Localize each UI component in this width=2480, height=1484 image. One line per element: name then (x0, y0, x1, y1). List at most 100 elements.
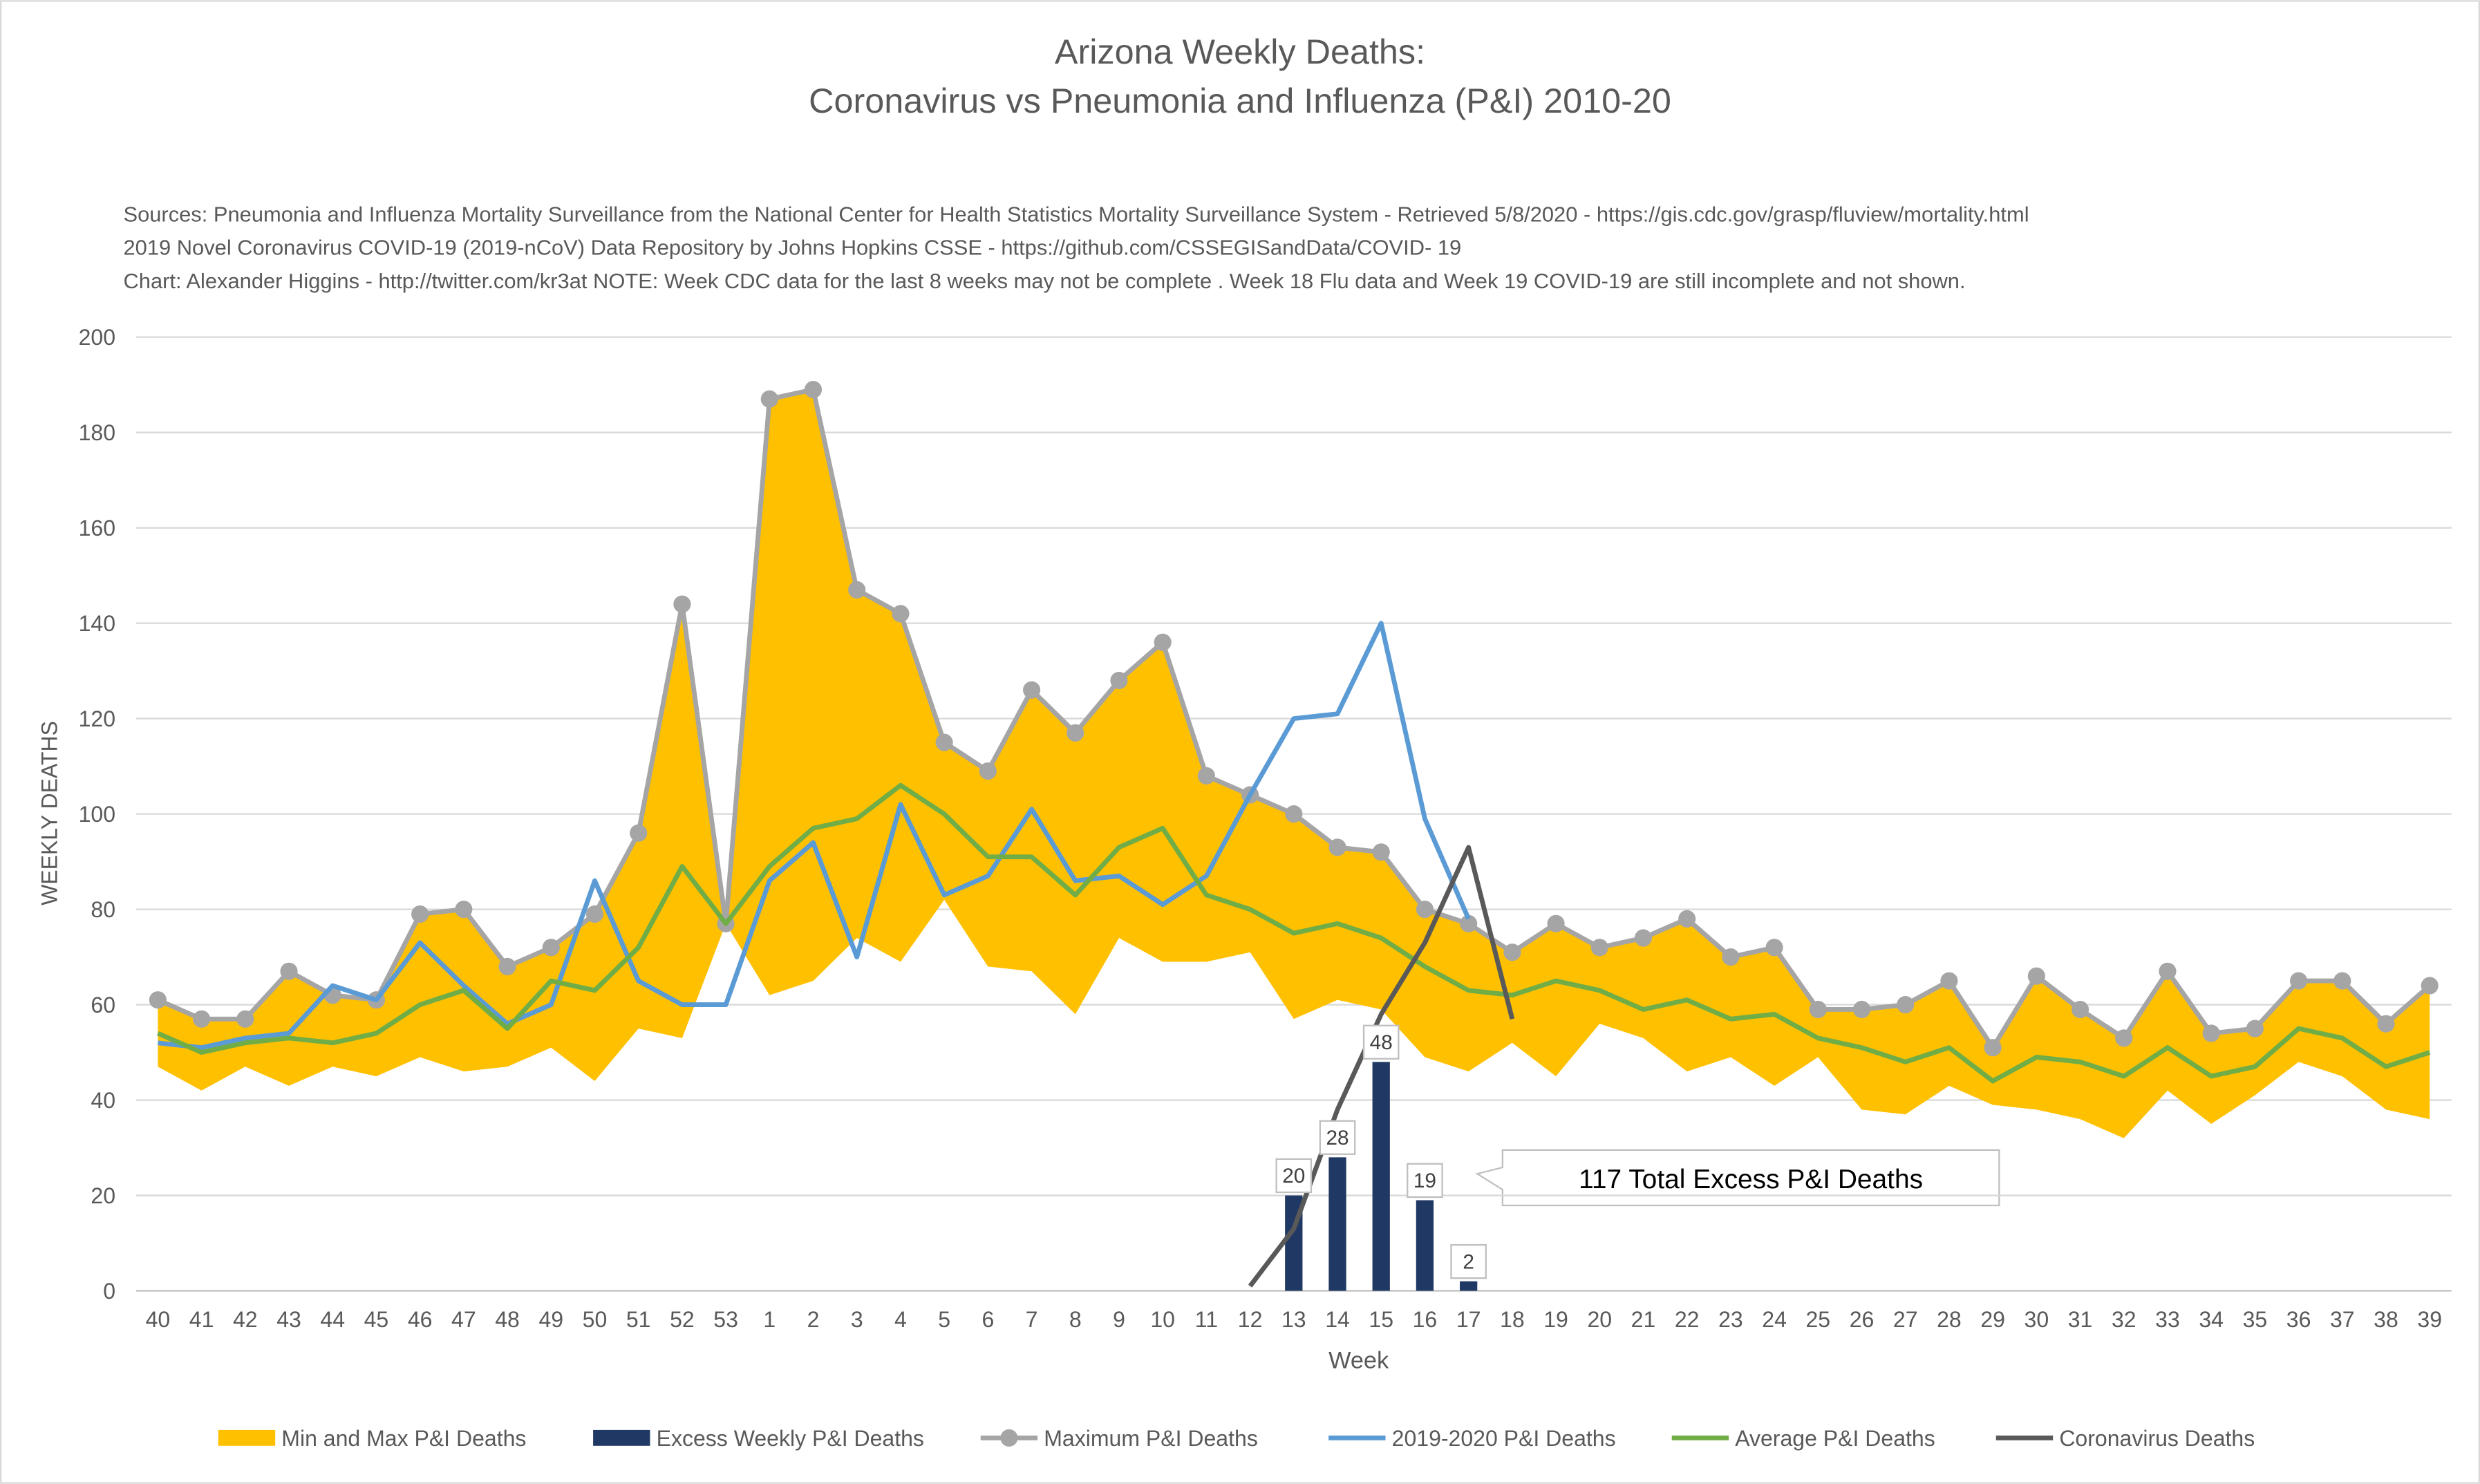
data-label: 2 (1463, 1250, 1474, 1273)
bar (1416, 1200, 1434, 1291)
marker (1503, 943, 1521, 961)
marker (630, 824, 648, 842)
marker (1110, 671, 1128, 690)
x-tick-label: 42 (233, 1307, 258, 1332)
x-tick-label: 12 (1238, 1307, 1263, 1332)
marker (1285, 805, 1303, 823)
x-tick-label: 24 (1762, 1307, 1787, 1332)
x-tick-label: 9 (1113, 1307, 1125, 1332)
data-label: 28 (1326, 1127, 1349, 1149)
x-tick-label: 17 (1456, 1307, 1481, 1332)
data-label: 48 (1370, 1031, 1393, 1054)
x-tick-label: 37 (2330, 1307, 2355, 1332)
x-tick-label: 47 (451, 1307, 476, 1332)
x-tick-label: 53 (713, 1307, 738, 1332)
marker (1852, 1000, 1871, 1019)
marker (1067, 724, 1084, 742)
x-tick-label: 43 (276, 1307, 301, 1332)
callout-box (1475, 1149, 2000, 1207)
x-tick-label: 26 (1850, 1307, 1875, 1332)
marker (280, 962, 298, 980)
x-tick-label: 4 (894, 1307, 907, 1332)
chart-subtitle: Coronavirus vs Pneumonia and Influenza (… (809, 81, 1671, 120)
data-label-box (1275, 1158, 1313, 1194)
y-tick-label: 120 (79, 706, 115, 731)
x-tick-label: 3 (851, 1307, 863, 1332)
x-tick-label: 28 (1937, 1307, 1962, 1332)
y-tick-label: 40 (91, 1088, 115, 1113)
note: Sources: Pneumonia and Influenza Mortali… (123, 203, 2029, 227)
y-tick-label: 140 (79, 611, 115, 636)
x-tick-label: 36 (2286, 1307, 2311, 1332)
x-tick-label: 35 (2243, 1307, 2268, 1332)
marker (1809, 1000, 1827, 1019)
x-tick-label: 34 (2199, 1307, 2224, 1332)
x-tick-label: 52 (670, 1307, 695, 1332)
marker (2115, 1029, 2133, 1047)
marker (1460, 914, 1478, 932)
x-tick-label: 41 (189, 1307, 214, 1332)
line (157, 782, 2431, 1084)
marker (760, 390, 778, 408)
legend-label: Excess Weekly P&I Deaths (657, 1426, 924, 1451)
bar (1372, 1062, 1390, 1291)
x-tick-label: 45 (364, 1307, 389, 1332)
x-tick-label: 19 (1543, 1307, 1568, 1332)
line (158, 621, 1471, 1051)
x-tick-label: 15 (1369, 1307, 1393, 1332)
x-tick-label: 18 (1500, 1307, 1525, 1332)
marker (498, 957, 516, 975)
x-tick-label: 16 (1413, 1307, 1438, 1332)
data-label-box (1319, 1120, 1356, 1155)
marker (1678, 910, 1696, 928)
marker (2071, 1000, 2089, 1019)
x-axis-label: Week (1328, 1348, 1389, 1374)
data-label-box (1407, 1163, 1443, 1199)
marker (149, 991, 167, 1009)
marker (804, 381, 823, 399)
marker (236, 1010, 254, 1028)
marker (848, 581, 866, 599)
y-tick-label: 0 (103, 1279, 115, 1304)
x-tick-label: 31 (2068, 1307, 2093, 1332)
y-tick-label: 60 (91, 993, 115, 1017)
x-tick-label: 39 (2417, 1307, 2442, 1332)
marker (1328, 838, 1346, 856)
x-tick-label: 21 (1631, 1307, 1656, 1332)
y-tick-label: 160 (79, 516, 115, 541)
marker (1897, 995, 1915, 1014)
marker (2377, 1015, 2395, 1033)
annotation: 117 Total Excess P&I Deaths (1579, 1165, 1923, 1194)
marker (1984, 1039, 2002, 1057)
x-tick-label: 32 (2112, 1307, 2136, 1332)
legend-label: Maximum P&I Deaths (1044, 1426, 1258, 1451)
data-label: 19 (1413, 1170, 1436, 1192)
marker (1940, 972, 1958, 990)
range-area (158, 389, 2430, 1138)
y-tick-label: 180 (79, 420, 115, 445)
marker (979, 762, 997, 780)
x-tick-label: 51 (626, 1307, 651, 1332)
x-tick-label: 33 (2155, 1307, 2180, 1332)
x-tick-label: 38 (2374, 1307, 2398, 1332)
x-tick-label: 49 (538, 1307, 563, 1332)
legend-marker (1000, 1429, 1018, 1447)
data-label-box (1362, 1024, 1400, 1060)
line (1248, 845, 1515, 1288)
x-tick-label: 22 (1675, 1307, 1700, 1332)
marker (1416, 901, 1434, 919)
marker (1154, 633, 1172, 651)
x-tick-label: 14 (1325, 1307, 1350, 1332)
legend-label: Average P&I Deaths (1735, 1426, 1935, 1451)
legend-label: Min and Max P&I Deaths (281, 1426, 526, 1451)
data-label-box (1450, 1243, 1487, 1279)
marker (455, 901, 473, 919)
x-tick-label: 2 (807, 1307, 820, 1332)
marker (1022, 681, 1041, 699)
marker (2333, 972, 2351, 990)
x-tick-label: 8 (1069, 1307, 1082, 1332)
x-tick-label: 13 (1281, 1307, 1306, 1332)
marker (2202, 1024, 2220, 1042)
